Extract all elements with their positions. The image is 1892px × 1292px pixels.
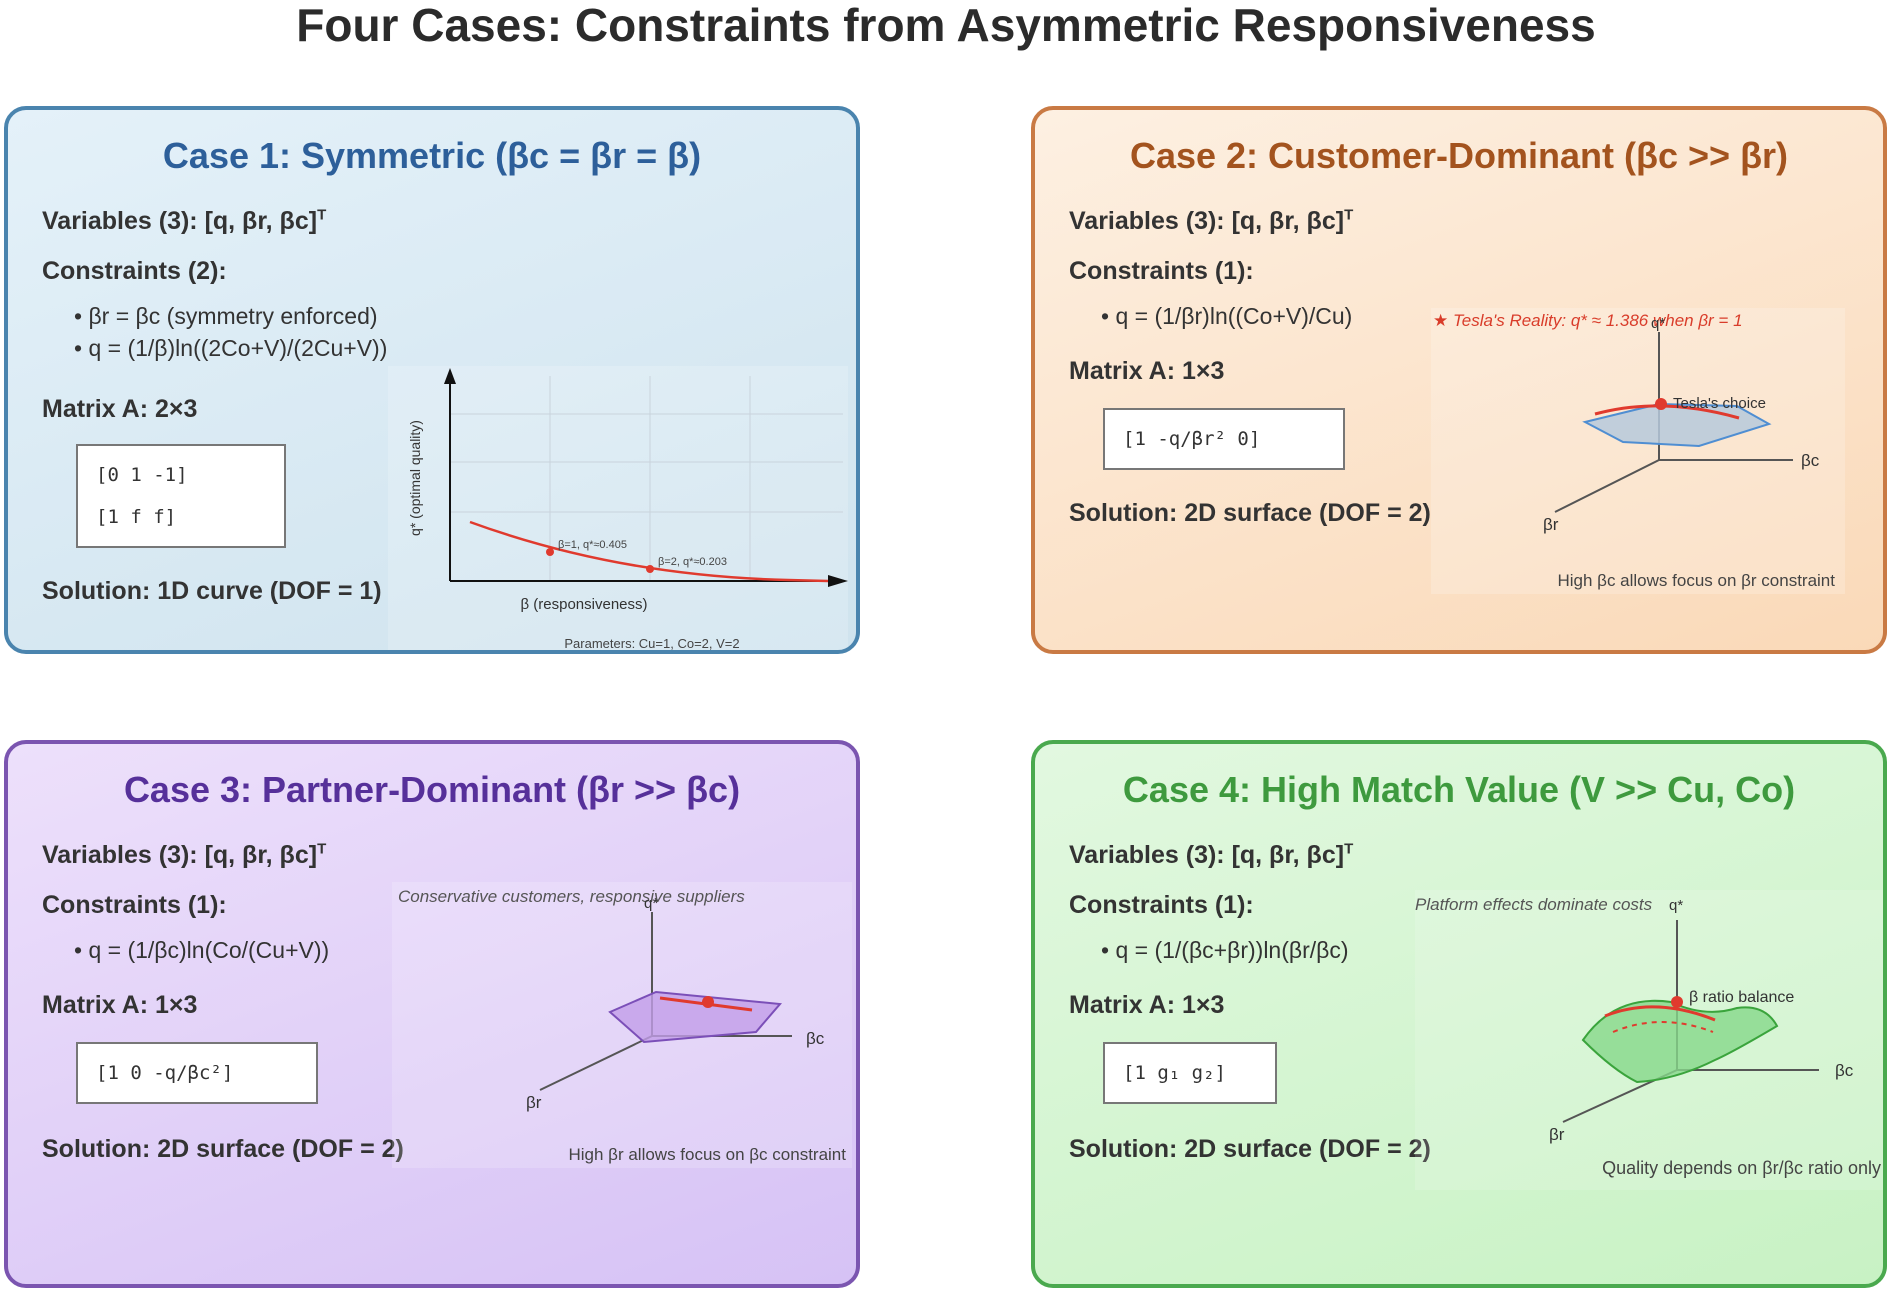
constraints-label: Constraints (1): [42, 891, 227, 919]
constraint-item: • βr = βc (symmetry enforced) [74, 303, 378, 329]
q-axis-label: q* [1651, 315, 1665, 332]
plot-caption: High βr allows focus on βc constraint [568, 1145, 846, 1164]
br-axis-label: βr [526, 1093, 542, 1112]
point-2-label: β=2, q*≈0.203 [658, 556, 727, 568]
variables-label: Variables (3): [q, βr, βc]T [42, 840, 327, 869]
matrix-label: Matrix A: 1×3 [1069, 357, 1225, 385]
point-label: Tesla's choice [1673, 395, 1766, 412]
q-axis-label: q* [644, 895, 658, 912]
variables-label: Variables (3): [q, βr, βc]T [1069, 840, 1354, 869]
constraint-item: • q = (1/(βc+βr))ln(βr/βc) [1101, 937, 1349, 963]
solution-surface [608, 990, 783, 1044]
constraints-label: Constraints (2): [42, 257, 227, 285]
br-axis-label: βr [1543, 515, 1559, 534]
surface-plot: Platform effects dominate costs β ratio … [1415, 890, 1883, 1190]
solution-curve [469, 520, 829, 583]
solution-curve [1604, 1005, 1716, 1022]
constraints-label: Constraints (1): [1069, 891, 1254, 919]
case-2-card: Case 2: Customer-Dominant (βc >> βr) Var… [1031, 106, 1887, 654]
case-4-card: Case 4: High Match Value (V >> Cu, Co) V… [1031, 740, 1887, 1288]
plot-caption: Quality depends on βr/βc ratio only [1602, 1158, 1881, 1178]
matrix-label: Matrix A: 1×3 [1069, 991, 1225, 1019]
plot-note: Platform effects dominate costs [1415, 895, 1653, 914]
plot-background [388, 366, 848, 650]
case-title: Case 2: Customer-Dominant (βc >> βr) [1129, 135, 1789, 176]
matrix-box: [1 g₁ g₂] [1103, 1042, 1277, 1104]
case-1-card: Case 1: Symmetric (βc = βr = β) Variable… [4, 106, 860, 654]
curve-plot: β=1, q*≈0.405 β=2, q*≈0.203 β (responsiv… [388, 366, 848, 651]
plot-note: Conservative customers, responsive suppl… [398, 887, 745, 906]
constraint-item: • q = (1/βr)ln((Co+V)/Cu) [1101, 303, 1353, 329]
surface-plot: Conservative customers, responsive suppl… [392, 882, 852, 1168]
q-axis-label: q* [1669, 897, 1683, 914]
case-3-card: Case 3: Partner-Dominant (βr >> βc) Vari… [4, 740, 860, 1288]
y-axis-arrow [444, 368, 456, 384]
br-axis [539, 1035, 653, 1091]
matrix-row: [0 1 -1] [96, 464, 188, 486]
br-axis [1554, 459, 1660, 513]
matrix-row: [1 0 -q/βc²] [96, 1062, 234, 1084]
curve-point-1 [546, 548, 554, 556]
matrix-row: [1 f f] [96, 506, 177, 528]
surface-plot: ★ Tesla's Reality: q* ≈ 1.386 when βr = … [1431, 308, 1845, 594]
case-title: Case 1: Symmetric (βc = βr = β) [162, 135, 702, 176]
solution-point [702, 996, 714, 1008]
case-title: Case 4: High Match Value (V >> Cu, Co) [1122, 769, 1796, 810]
bc-axis-label: βc [806, 1029, 825, 1048]
bc-axis-label: βc [1835, 1061, 1854, 1080]
solution-label: Solution: 2D surface (DOF = 2) [42, 1135, 404, 1163]
solution-curve-alt [1612, 1021, 1714, 1033]
solution-label: Solution: 2D surface (DOF = 2) [1069, 499, 1431, 527]
variables-label: Variables (3): [q, βr, βc]T [42, 206, 327, 235]
x-axis-label: β (responsiveness) [520, 596, 647, 613]
solution-label: Solution: 1D curve (DOF = 1) [42, 577, 382, 605]
plot-grid [450, 376, 843, 581]
bc-axis-label: βc [1801, 451, 1820, 470]
solution-label: Solution: 2D surface (DOF = 2) [1069, 1135, 1431, 1163]
ratio-point [1671, 996, 1683, 1008]
matrix-label: Matrix A: 1×3 [42, 991, 198, 1019]
matrix-box: [1 -q/βr² 0] [1103, 408, 1345, 470]
x-axis-arrow [828, 575, 848, 587]
tesla-point [1655, 398, 1667, 410]
solution-surface [1581, 999, 1779, 1084]
parameters-note: Parameters: Cu=1, Co=2, V=2 [564, 636, 739, 651]
matrix-box: [0 1 -1] [1 f f] [76, 444, 286, 548]
point-label: β ratio balance [1689, 989, 1794, 1006]
matrix-row: [1 -q/βr² 0] [1123, 428, 1261, 450]
plot-background [1431, 308, 1845, 594]
matrix-label: Matrix A: 2×3 [42, 395, 198, 423]
constraints-label: Constraints (1): [1069, 257, 1254, 285]
point-1-label: β=1, q*≈0.405 [558, 539, 627, 551]
variables-label: Variables (3): [q, βr, βc]T [1069, 206, 1354, 235]
constraint-item: • q = (1/β)ln((2Co+V)/(2Cu+V)) [74, 335, 388, 361]
constraint-item: • q = (1/βc)ln(Co/(Cu+V)) [74, 937, 330, 963]
matrix-box: [1 0 -q/βc²] [76, 1042, 318, 1104]
tesla-note: ★ Tesla's Reality: q* ≈ 1.386 when βr = … [1433, 311, 1743, 330]
y-axis-label: q* (optimal quality) [407, 420, 423, 536]
plot-caption: High βc allows focus on βr constraint [1557, 571, 1835, 590]
matrix-row: [1 g₁ g₂] [1123, 1062, 1226, 1084]
page-title: Four Cases: Constraints from Asymmetric … [296, 0, 1596, 51]
br-axis-label: βr [1549, 1125, 1565, 1144]
plot-background [392, 882, 852, 1168]
case-title: Case 3: Partner-Dominant (βr >> βc) [123, 769, 741, 810]
curve-point-2 [646, 565, 654, 573]
